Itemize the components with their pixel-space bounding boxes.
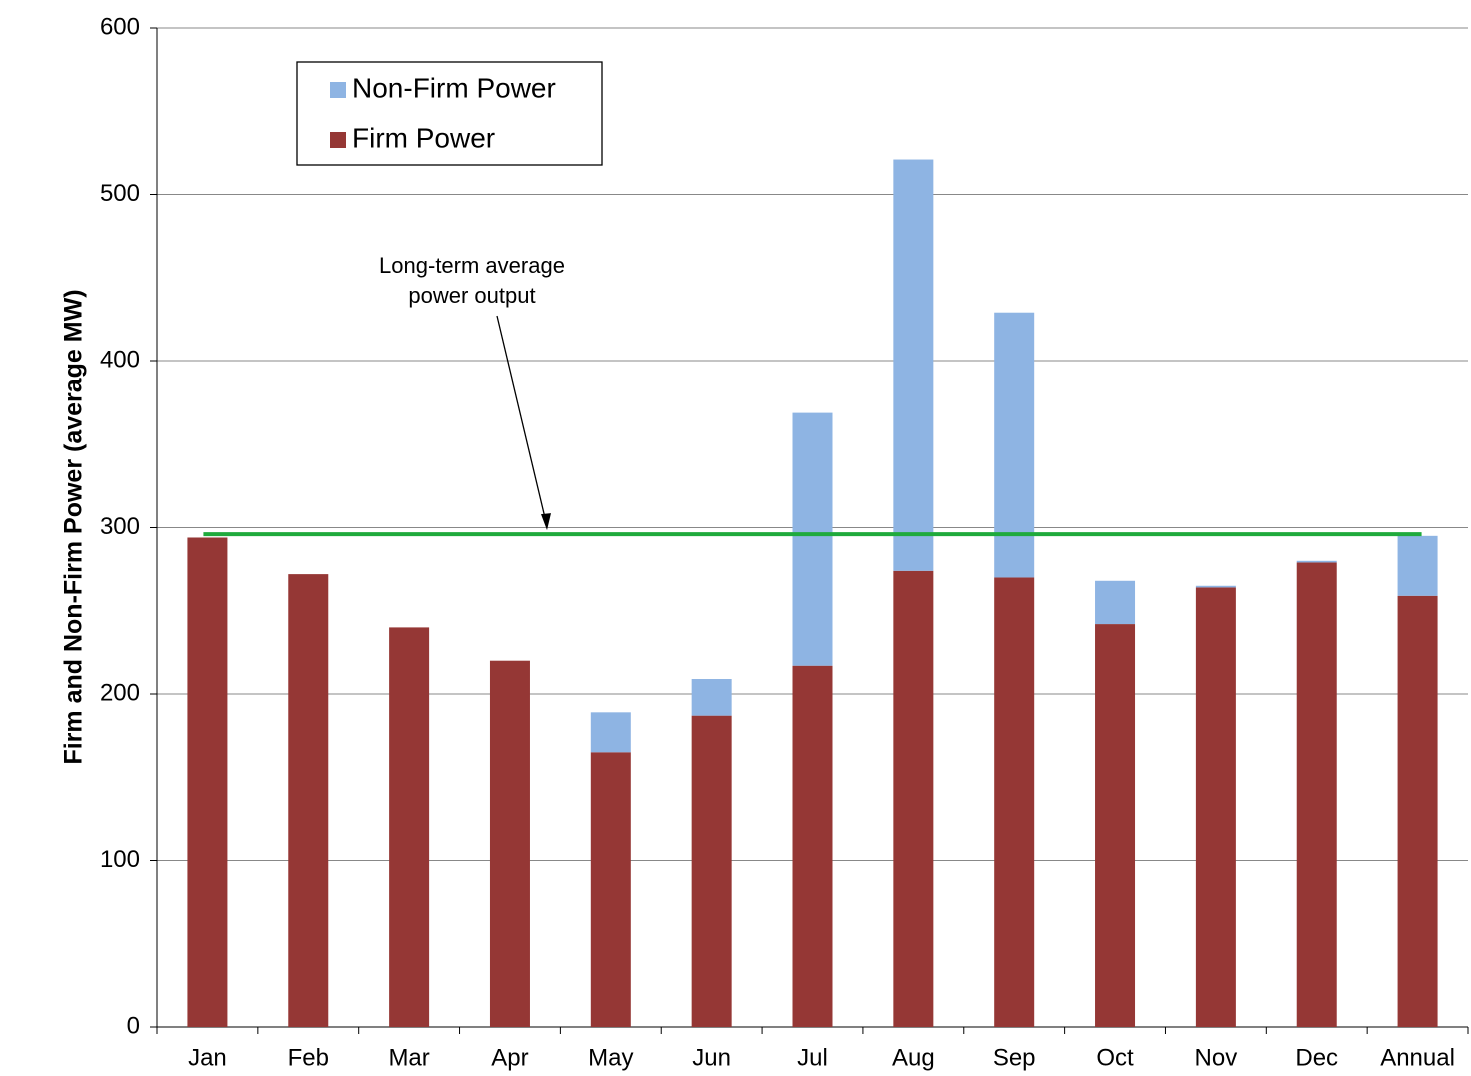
y-axis-title: Firm and Non-Firm Power (average MW) xyxy=(60,289,88,764)
annotation-arrow xyxy=(496,315,548,527)
bar-segment xyxy=(1095,580,1136,625)
bar-segment xyxy=(691,715,732,1027)
x-tick-label: Jul xyxy=(797,1044,828,1071)
bar-segment xyxy=(792,665,833,1027)
bar-segment xyxy=(1296,562,1337,1027)
y-tick-label: 600 xyxy=(100,13,140,40)
bar-segment xyxy=(288,574,329,1027)
x-tick-label: Oct xyxy=(1096,1044,1134,1071)
x-tick-label: Dec xyxy=(1295,1044,1338,1071)
bar-segment xyxy=(187,537,228,1027)
bar-segment xyxy=(1296,560,1337,563)
bar-segment xyxy=(893,159,934,571)
bar-segment xyxy=(1095,624,1136,1027)
x-tick-label: Aug xyxy=(892,1044,935,1071)
x-tick-label: Nov xyxy=(1195,1044,1238,1071)
bar-segment xyxy=(792,412,833,666)
legend-swatch xyxy=(330,82,346,98)
y-tick-label: 300 xyxy=(100,513,140,540)
legend-swatch xyxy=(330,132,346,148)
x-tick-label: Feb xyxy=(288,1044,329,1071)
y-tick-label: 0 xyxy=(127,1012,140,1039)
arrow-head xyxy=(541,513,551,531)
bar-segment xyxy=(590,712,631,753)
legend-label: Non-Firm Power xyxy=(352,72,556,103)
x-tick-label: Apr xyxy=(491,1044,528,1071)
x-tick-label: Sep xyxy=(993,1044,1036,1071)
bar-segment xyxy=(489,660,530,1027)
y-tick-label: 200 xyxy=(100,679,140,706)
bar-segment xyxy=(893,570,934,1027)
y-tick-label: 500 xyxy=(100,180,140,207)
bar-segment xyxy=(590,752,631,1027)
y-tick-label: 100 xyxy=(100,846,140,873)
x-tick-label: Jun xyxy=(692,1044,731,1071)
x-tick-label: Jan xyxy=(188,1044,227,1071)
x-tick-label: May xyxy=(588,1044,633,1071)
bar-segment xyxy=(1195,585,1236,588)
bar-segment xyxy=(691,679,732,716)
annotation: power output xyxy=(408,283,535,308)
bar-segment xyxy=(1397,595,1438,1027)
x-tick-label: Annual xyxy=(1380,1044,1455,1071)
bar-segment xyxy=(994,577,1035,1027)
legend-box xyxy=(296,61,603,166)
bar-segment xyxy=(1195,587,1236,1027)
bar-segment xyxy=(1397,535,1438,596)
y-tick-label: 400 xyxy=(100,346,140,373)
annotation: Long-term average xyxy=(379,253,565,278)
bar-segment xyxy=(994,312,1035,578)
bar-segment xyxy=(389,627,430,1027)
x-tick-label: Mar xyxy=(388,1044,429,1071)
legend-label: Firm Power xyxy=(352,122,495,153)
